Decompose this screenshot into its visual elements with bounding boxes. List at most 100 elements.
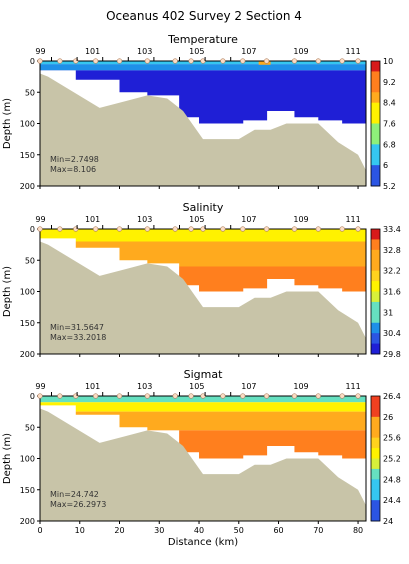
y-tick-label: 150 xyxy=(20,486,35,495)
y-tick-label: 100 xyxy=(20,288,35,297)
station-marker xyxy=(315,58,321,64)
seabed xyxy=(40,73,366,186)
min-value: Min=31.5647 xyxy=(50,323,104,332)
station-marker xyxy=(188,393,194,399)
colorbar-segment xyxy=(371,175,380,187)
station-marker xyxy=(144,58,150,64)
station-label: 111 xyxy=(345,382,360,391)
x-tick-label: 80 xyxy=(353,526,363,535)
station-marker xyxy=(291,58,298,64)
colorbar-segment xyxy=(371,322,380,334)
colorbar-label: 32.8 xyxy=(383,246,401,255)
station-label: 107 xyxy=(241,215,256,224)
y-axis-label: Depth (m) xyxy=(2,98,13,149)
colorbar-label: 7.6 xyxy=(383,120,396,129)
y-axis-label: Depth (m) xyxy=(2,433,13,484)
station-label: 109 xyxy=(293,215,308,224)
colorbar-label: 31 xyxy=(383,308,393,317)
colorbar-segment xyxy=(371,479,380,491)
station-marker xyxy=(264,58,270,64)
colorbar-label: 6.8 xyxy=(383,140,396,149)
station-marker xyxy=(291,393,298,399)
station-marker xyxy=(57,226,63,232)
colorbar-segment xyxy=(371,229,380,240)
y-tick-label: 150 xyxy=(20,151,35,160)
data-layer xyxy=(40,229,366,242)
colorbar-segment xyxy=(371,396,380,407)
colorbar-label: 25.2 xyxy=(383,455,401,464)
station-marker xyxy=(57,58,63,64)
colorbar-label: 24.4 xyxy=(383,496,401,505)
colorbar-segment xyxy=(371,61,380,72)
y-tick-label: 200 xyxy=(20,350,35,359)
max-value: Max=33.2018 xyxy=(50,333,106,342)
colorbar-segment xyxy=(371,333,380,344)
x-tick-label: 10 xyxy=(75,526,85,535)
station-marker xyxy=(355,226,361,232)
station-label: 101 xyxy=(85,47,100,56)
colorbar-label: 5.2 xyxy=(383,182,396,191)
station-marker xyxy=(315,393,321,399)
colorbar-segment xyxy=(371,239,380,251)
colorbar-label: 9.2 xyxy=(383,78,396,87)
colorbar-segment xyxy=(371,154,380,166)
station-label: 111 xyxy=(345,215,360,224)
data-layer xyxy=(40,64,366,71)
colorbar-label: 6 xyxy=(383,161,388,170)
colorbar-segment xyxy=(371,281,380,292)
colorbar-label: 33.4 xyxy=(383,225,401,234)
station-marker xyxy=(116,58,123,64)
station-label: 101 xyxy=(85,215,100,224)
colorbar-segment xyxy=(371,510,380,522)
colorbar-segment xyxy=(371,291,380,303)
colorbar-segment xyxy=(371,102,380,114)
station-marker xyxy=(37,226,43,232)
station-marker xyxy=(291,226,298,232)
colorbar-segment xyxy=(371,133,380,145)
min-value: Min=2.7498 xyxy=(50,155,99,164)
colorbar-label: 10 xyxy=(383,57,393,66)
panel-title: Salinity xyxy=(183,201,224,214)
station-marker xyxy=(116,393,123,399)
y-tick-label: 100 xyxy=(20,455,35,464)
station-marker xyxy=(264,393,270,399)
y-tick-label: 150 xyxy=(20,319,35,328)
data-layer xyxy=(40,411,366,431)
station-label: 109 xyxy=(293,47,308,56)
panel-salinity: Salinity 0 50 100 150 200 Depth (m) 99 101 103 105… xyxy=(2,201,401,359)
colorbar-segment xyxy=(371,500,380,511)
colorbar-segment xyxy=(371,123,380,135)
colorbar-segment xyxy=(371,71,380,83)
colorbar-segment xyxy=(371,92,380,104)
colorbar: 10 9.2 8.4 7.6 6.8 6 5.2 xyxy=(370,57,396,191)
x-tick-label: 0 xyxy=(37,526,42,535)
colorbar-segment xyxy=(371,427,380,439)
station-label: 103 xyxy=(137,215,152,224)
station-label: 107 xyxy=(241,47,256,56)
station-marker xyxy=(355,393,361,399)
data-layer xyxy=(40,402,366,412)
colorbar-frame xyxy=(370,60,381,187)
station-marker xyxy=(172,393,178,399)
station-label: 105 xyxy=(189,47,204,56)
x-tick-label: 20 xyxy=(114,526,124,535)
station-marker xyxy=(240,393,246,399)
station-marker xyxy=(355,58,361,64)
figure-title: Oceanus 402 Survey 2 Section 4 xyxy=(106,9,302,23)
data-layer xyxy=(40,241,366,267)
station-label: 105 xyxy=(189,382,204,391)
station-marker xyxy=(37,393,43,399)
seabed xyxy=(40,408,366,521)
x-tick-label: 30 xyxy=(154,526,164,535)
y-axis-label: Depth (m) xyxy=(2,266,13,317)
y-tick-label: 0 xyxy=(30,57,35,66)
station-label: 99 xyxy=(35,382,45,391)
station-marker xyxy=(57,393,63,399)
station-marker xyxy=(339,393,345,399)
station-label: 103 xyxy=(137,382,152,391)
x-axis-label: Distance (km) xyxy=(168,537,238,548)
y-tick-label: 200 xyxy=(20,182,35,191)
colorbar-segment xyxy=(371,301,380,313)
